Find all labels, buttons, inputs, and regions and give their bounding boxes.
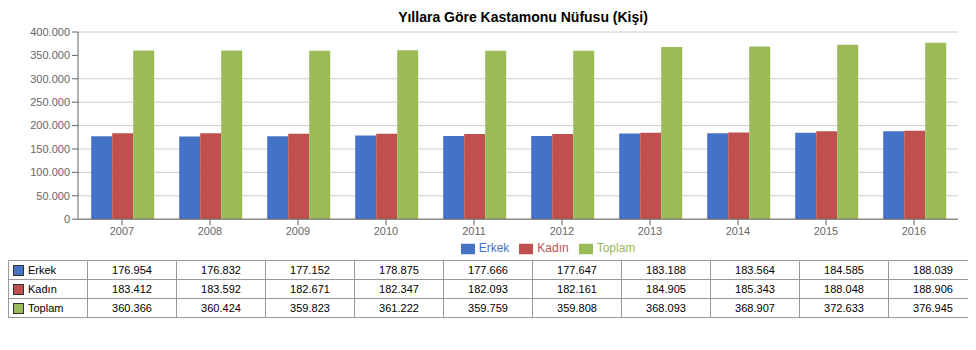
html-text:360.366: 360.366 <box>112 302 152 314</box>
html-text:Kadın: Kadın <box>28 283 57 296</box>
svg-text:400.000: 400.000 <box>30 26 70 38</box>
html-text:183.412: 183.412 <box>112 283 152 295</box>
html-text:177.152: 177.152 <box>290 264 330 276</box>
svg-text:100.000: 100.000 <box>30 166 70 178</box>
html-text:183.564: 183.564 <box>735 264 775 276</box>
html-text:Erkek: Erkek <box>478 241 510 256</box>
svg-text:250.000: 250.000 <box>30 96 70 108</box>
html-text:182.093: 182.093 <box>468 283 508 295</box>
html-text:368.907: 368.907 <box>735 302 775 314</box>
html-text:359.808: 359.808 <box>557 302 597 314</box>
html-text:361.222: 361.222 <box>379 302 419 314</box>
svg-text:2013: 2013 <box>638 225 662 237</box>
svg-text:2016: 2016 <box>902 225 926 237</box>
svg-text:2007: 2007 <box>110 225 134 237</box>
html-text:376.945: 376.945 <box>913 302 953 314</box>
html-text:176.832: 176.832 <box>201 264 241 276</box>
html-text:360.424: 360.424 <box>201 302 241 314</box>
html-text:188.048: 188.048 <box>824 283 864 295</box>
html-text:Kadın: Kadın <box>537 241 569 256</box>
html-text:182.161: 182.161 <box>557 283 597 295</box>
html-text:Toplam: Toplam <box>596 241 636 256</box>
html-text:Yıllara Göre Kastamonu Nüfusu: Yıllara Göre Kastamonu Nüfusu (Kişi) <box>398 9 648 25</box>
html-text:Erkek: Erkek <box>28 264 57 277</box>
html-text:359.759: 359.759 <box>468 302 508 314</box>
html-text:183.188: 183.188 <box>646 264 686 276</box>
svg-text:0: 0 <box>64 213 70 225</box>
html-text:177.666: 177.666 <box>468 264 508 276</box>
html-text:188.906: 188.906 <box>913 283 953 295</box>
html-text:176.954: 176.954 <box>112 264 152 276</box>
html-text:183.592: 183.592 <box>201 283 241 295</box>
html-text:178.875: 178.875 <box>379 264 419 276</box>
html-text:188.039: 188.039 <box>913 264 953 276</box>
svg-text:150.000: 150.000 <box>30 143 70 155</box>
html-text:359.823: 359.823 <box>290 302 330 314</box>
html-text:184.585: 184.585 <box>824 264 864 276</box>
svg-text:2012: 2012 <box>550 225 574 237</box>
html-text:184.905: 184.905 <box>646 283 686 295</box>
svg-text:50.000: 50.000 <box>36 190 70 202</box>
svg-text:2008: 2008 <box>198 225 222 237</box>
html-text:372.633: 372.633 <box>824 302 864 314</box>
svg-text:300.000: 300.000 <box>30 73 70 85</box>
html-text:182.671: 182.671 <box>290 283 330 295</box>
svg-text:2015: 2015 <box>814 225 838 237</box>
svg-text:2010: 2010 <box>374 225 398 237</box>
html-text:177.647: 177.647 <box>557 264 597 276</box>
html-text:185.343: 185.343 <box>735 283 775 295</box>
svg-text:200.000: 200.000 <box>30 119 70 131</box>
html-text:Toplam: Toplam <box>28 302 64 315</box>
svg-text:2009: 2009 <box>286 225 310 237</box>
html-text:368.093: 368.093 <box>646 302 686 314</box>
svg-text:2014: 2014 <box>726 225 750 237</box>
svg-text:2011: 2011 <box>462 225 486 237</box>
svg-text:350.000: 350.000 <box>30 49 70 61</box>
html-text:182.347: 182.347 <box>379 283 419 295</box>
